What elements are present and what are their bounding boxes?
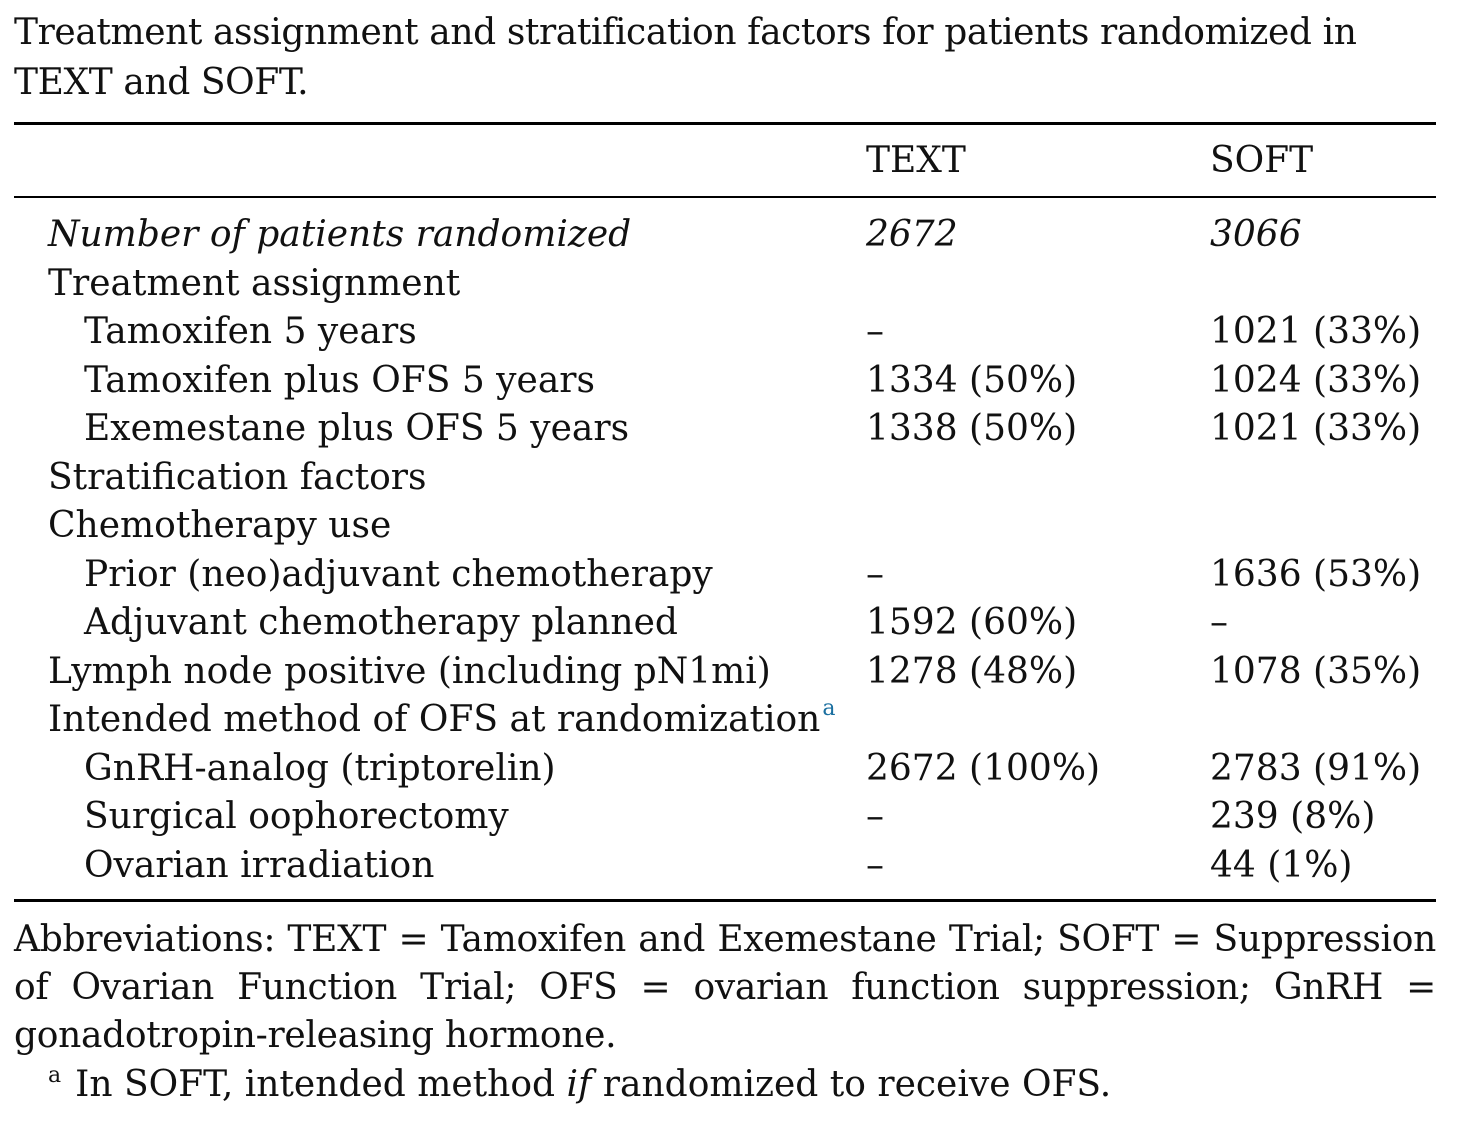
row-label: Number of patients randomized: [48, 211, 631, 260]
row-label: Lymph node positive (including pN1mi): [48, 648, 771, 697]
cell-soft-value: 1078 (35%): [1210, 650, 1422, 692]
row-label: Chemotherapy use: [48, 502, 391, 551]
table-body: Number of patients randomized 2672 3066 Tre…: [0, 211, 1466, 890]
column-header-text: TEXT: [866, 140, 966, 181]
cell-soft-value: 1021 (33%): [1210, 311, 1422, 352]
row-label-text: Stratification factors: [48, 456, 427, 498]
table-row: Surgical oophorectomy – 239 (8%): [0, 793, 1466, 842]
cell-text-value: 2672 (100%): [866, 747, 1101, 789]
table-row: GnRH-analog (triptorelin) 2672 (100%) 2783…: [0, 745, 1466, 794]
footnote-marker: a: [48, 1063, 62, 1088]
table-row: Exemestane plus OFS 5 years 1338 (50%) 102…: [0, 405, 1466, 454]
abbreviations-note: Abbreviations: TEXT = Tamoxifen and Exem…: [14, 919, 1436, 1056]
footnote-a: a In SOFT, intended method if randomized …: [48, 1061, 1111, 1109]
row-label-text: Exemestane plus OFS 5 years: [84, 408, 630, 449]
table-row: Number of patients randomized 2672 3066: [0, 211, 1466, 260]
table-row: Adjuvant chemotherapy planned 1592 (60%) –: [0, 599, 1466, 648]
table-row: Ovarian irradiation – 44 (1%): [0, 842, 1466, 891]
row-label-text: Intended method of OFS at randomization: [48, 699, 821, 740]
cell-soft-value: 1024 (33%): [1210, 359, 1422, 401]
row-label-text: Tamoxifen 5 years: [84, 311, 417, 352]
row-label: GnRH-analog (triptorelin): [84, 745, 556, 794]
cell-text-value: –: [866, 553, 884, 595]
cell-soft-value: 3066: [1210, 214, 1302, 255]
table-row: Stratification factors: [0, 454, 1466, 503]
table-row: Intended method of OFS at randomizationa: [0, 696, 1466, 745]
cell-text-value: –: [866, 311, 884, 352]
row-label: Stratification factors: [48, 454, 426, 503]
cell-soft-value: 1021 (33%): [1210, 408, 1422, 449]
table-row: Lymph node positive (including pN1mi) 127…: [0, 648, 1466, 697]
top-rule: [14, 122, 1436, 125]
row-label-text: Adjuvant chemotherapy planned: [84, 602, 678, 643]
row-label-text: Lymph node positive (including pN1mi): [48, 650, 771, 692]
table-caption: Treatment assignment and stratification …: [14, 12, 1357, 103]
cell-soft-value: 2783 (91%): [1210, 747, 1422, 789]
row-label: Tamoxifen plus OFS 5 years: [84, 357, 595, 406]
cell-text-value: 1334 (50%): [866, 359, 1078, 401]
cell-text-value: 1592 (60%): [866, 602, 1078, 643]
row-label: Exemestane plus OFS 5 years: [84, 405, 629, 454]
row-label: Prior (neo)adjuvant chemotherapy: [84, 551, 713, 600]
cell-soft-value: –: [1210, 602, 1228, 643]
table-row: Tamoxifen 5 years – 1021 (33%): [0, 308, 1466, 357]
row-label-text: GnRH-analog (triptorelin): [84, 747, 556, 789]
cell-soft-value: 1636 (53%): [1210, 553, 1422, 595]
row-label: Adjuvant chemotherapy planned: [84, 599, 678, 648]
column-header-soft: SOFT: [1210, 140, 1314, 181]
row-label: Tamoxifen 5 years: [84, 308, 417, 357]
row-label-text: Surgical oophorectomy: [84, 796, 509, 837]
table-row: Prior (neo)adjuvant chemotherapy – 1636 (5…: [0, 551, 1466, 600]
row-label-text: Ovarian irradiation: [84, 844, 435, 886]
row-label: Intended method of OFS at randomizationa: [48, 696, 836, 745]
cell-text-value: –: [866, 844, 884, 886]
table-row: Treatment assignment: [0, 260, 1466, 309]
footnote-text-before: In SOFT, intended method: [75, 1064, 567, 1105]
row-label: Surgical oophorectomy: [84, 793, 509, 842]
table-row: Chemotherapy use: [0, 502, 1466, 551]
cell-text-value: –: [866, 796, 884, 837]
table-row: Tamoxifen plus OFS 5 years 1334 (50%) 1024…: [0, 357, 1466, 406]
row-label: Ovarian irradiation: [84, 842, 434, 891]
row-label-text: Chemotherapy use: [48, 505, 392, 546]
row-label-text: Prior (neo)adjuvant chemotherapy: [84, 553, 713, 595]
header-rule: [14, 196, 1436, 198]
row-label-text: Tamoxifen plus OFS 5 years: [84, 359, 595, 401]
row-label-text: Number of patients randomized: [48, 214, 632, 255]
row-label-text: Treatment assignment: [48, 262, 461, 304]
cell-text-value: 1278 (48%): [866, 650, 1078, 692]
footnote-emphasis: if: [566, 1064, 592, 1105]
footnote-reference: a: [822, 696, 836, 721]
cell-soft-value: 239 (8%): [1210, 796, 1376, 837]
cell-soft-value: 44 (1%): [1210, 844, 1353, 886]
footnote-text-after: randomized to receive OFS.: [591, 1064, 1112, 1105]
cell-text-value: 1338 (50%): [866, 408, 1078, 449]
cell-text-value: 2672: [866, 214, 958, 255]
row-label: Treatment assignment: [48, 260, 460, 309]
bottom-rule: [14, 899, 1436, 902]
